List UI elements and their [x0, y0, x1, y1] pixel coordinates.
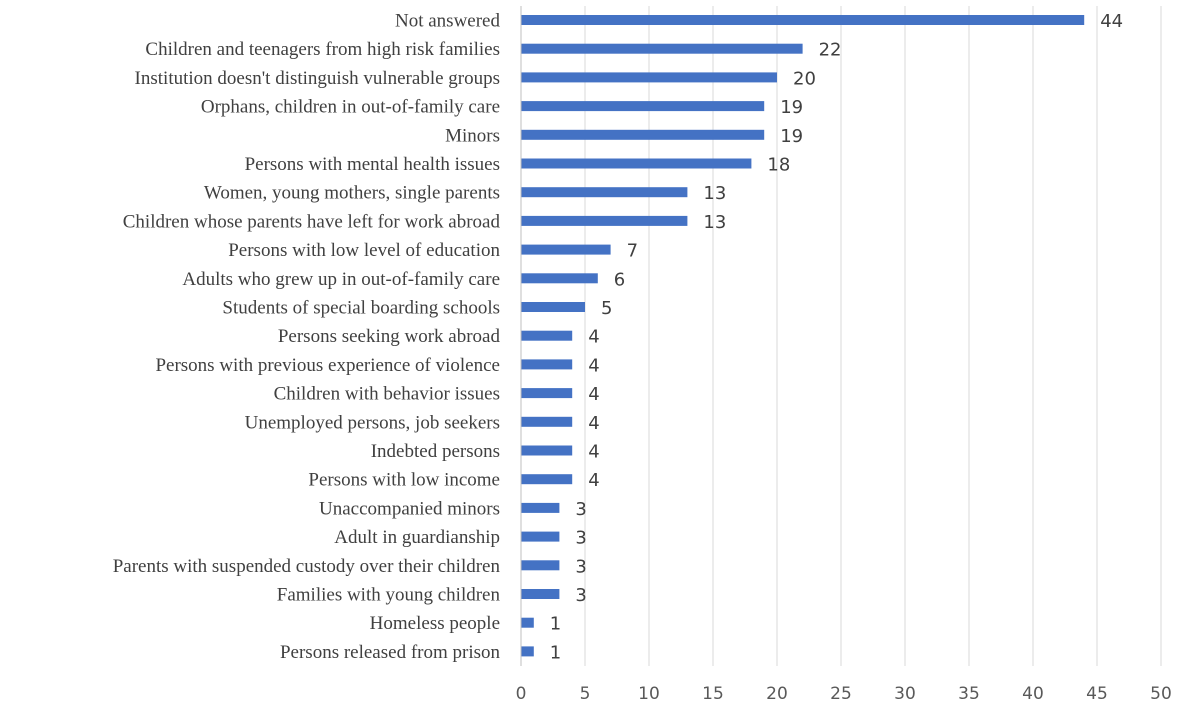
- data-label: 1: [550, 642, 561, 663]
- category-label: Children whose parents have left for wor…: [123, 211, 501, 232]
- data-label: 3: [575, 585, 586, 606]
- bar: [521, 416, 573, 427]
- data-label: 4: [588, 384, 599, 405]
- category-label: Families with young children: [277, 585, 501, 606]
- bar: [521, 445, 573, 456]
- bar: [521, 388, 573, 399]
- category-label: Indebted persons: [371, 441, 500, 462]
- data-label: 13: [703, 212, 726, 233]
- data-label: 4: [588, 442, 599, 463]
- category-label: Not answered: [395, 11, 500, 32]
- data-label: 20: [793, 68, 816, 89]
- category-label: Women, young mothers, single parents: [204, 183, 500, 204]
- category-label: Persons with previous experience of viol…: [155, 355, 500, 376]
- bar: [521, 359, 573, 370]
- bar: [521, 646, 534, 657]
- data-label: 44: [1100, 11, 1123, 32]
- data-label: 3: [575, 499, 586, 520]
- x-tick-label: 30: [894, 684, 916, 704]
- x-tick-label: 25: [830, 684, 852, 704]
- data-label: 19: [780, 97, 803, 118]
- x-tick-label: 10: [638, 684, 660, 704]
- data-label: 4: [588, 413, 599, 434]
- bar: [521, 187, 688, 198]
- bar: [521, 244, 611, 255]
- bar: [521, 617, 534, 628]
- bar: [521, 531, 560, 542]
- x-tick-label: 35: [958, 684, 980, 704]
- bar: [521, 474, 573, 485]
- data-label: 3: [575, 528, 586, 549]
- data-label: 5: [601, 298, 612, 319]
- data-label: 13: [703, 183, 726, 204]
- category-label: Children with behavior issues: [274, 384, 500, 405]
- data-label: 4: [588, 470, 599, 491]
- data-label: 6: [614, 269, 625, 290]
- category-label: Homeless people: [370, 613, 500, 634]
- category-label: Parents with suspended custody over thei…: [113, 556, 501, 577]
- data-label: 22: [819, 40, 842, 61]
- bar: [521, 589, 560, 599]
- bar: [521, 15, 1085, 25]
- x-tick-label: 5: [580, 684, 591, 704]
- data-label: 4: [588, 355, 599, 376]
- bars: [521, 15, 1085, 657]
- category-label: Persons released from prison: [280, 642, 501, 663]
- gridlines: [584, 6, 1162, 666]
- category-label: Minors: [445, 125, 500, 146]
- data-label: 7: [627, 241, 638, 262]
- bar: [521, 560, 560, 571]
- bar: [521, 72, 777, 83]
- category-label: Unemployed persons, job seekers: [245, 412, 500, 433]
- category-label: Persons seeking work abroad: [278, 326, 501, 347]
- bar: [521, 273, 598, 284]
- category-label: Persons with mental health issues: [245, 154, 500, 175]
- bar: [521, 502, 560, 513]
- x-tick-label: 50: [1150, 684, 1172, 704]
- data-label: 4: [588, 327, 599, 348]
- category-label: Persons with low income: [308, 470, 500, 491]
- bar: [521, 101, 765, 112]
- bar: [521, 43, 803, 54]
- category-label: Unaccompanied minors: [319, 498, 500, 519]
- data-label: 19: [780, 126, 803, 147]
- category-labels: Not answered Children and teenagers from …: [113, 11, 501, 663]
- bar: [521, 330, 573, 341]
- x-tick-label: 0: [516, 684, 527, 704]
- category-label: Adult in guardianship: [334, 527, 500, 548]
- x-tick-label: 15: [702, 684, 724, 704]
- bar: [521, 215, 688, 226]
- category-label: Students of special boarding schools: [222, 298, 500, 319]
- bar: [521, 129, 765, 140]
- category-label: Institution doesn't distinguish vulnerab…: [135, 68, 500, 89]
- data-label: 3: [575, 556, 586, 577]
- x-tick-label: 45: [1086, 684, 1108, 704]
- category-label: Persons with low level of education: [228, 240, 500, 261]
- data-label: 18: [767, 155, 790, 176]
- x-tick-label: 40: [1022, 684, 1044, 704]
- x-tick-labels: 0 5 10 15 20 25 30 35 40 45 50: [516, 684, 1172, 704]
- bar: [521, 302, 585, 312]
- category-label: Children and teenagers from high risk fa…: [145, 39, 500, 60]
- data-label: 1: [550, 614, 561, 635]
- x-tick-label: 20: [766, 684, 788, 704]
- category-label: Orphans, children in out-of-family care: [201, 97, 500, 118]
- bar: [521, 158, 752, 169]
- category-label: Adults who grew up in out-of-family care: [182, 269, 500, 290]
